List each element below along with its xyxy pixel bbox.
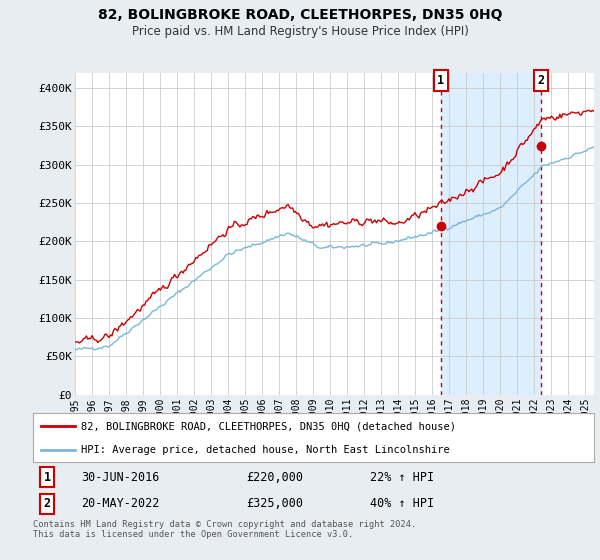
Text: Contains HM Land Registry data © Crown copyright and database right 2024.
This d: Contains HM Land Registry data © Crown c… xyxy=(33,520,416,539)
Text: 2: 2 xyxy=(43,497,50,510)
Text: 20-MAY-2022: 20-MAY-2022 xyxy=(80,497,159,510)
Text: Price paid vs. HM Land Registry's House Price Index (HPI): Price paid vs. HM Land Registry's House … xyxy=(131,25,469,38)
Text: £220,000: £220,000 xyxy=(246,470,303,484)
Text: 2: 2 xyxy=(538,74,544,87)
Bar xyxy=(441,73,541,395)
Text: 82, BOLINGBROKE ROAD, CLEETHORPES, DN35 0HQ (detached house): 82, BOLINGBROKE ROAD, CLEETHORPES, DN35 … xyxy=(80,421,455,431)
Text: 30-JUN-2016: 30-JUN-2016 xyxy=(80,470,159,484)
Text: 82, BOLINGBROKE ROAD, CLEETHORPES, DN35 0HQ: 82, BOLINGBROKE ROAD, CLEETHORPES, DN35 … xyxy=(98,8,502,22)
Text: 40% ↑ HPI: 40% ↑ HPI xyxy=(370,497,434,510)
Text: 22% ↑ HPI: 22% ↑ HPI xyxy=(370,470,434,484)
Text: 1: 1 xyxy=(43,470,50,484)
Text: 1: 1 xyxy=(437,74,445,87)
Text: HPI: Average price, detached house, North East Lincolnshire: HPI: Average price, detached house, Nort… xyxy=(80,445,449,455)
Text: £325,000: £325,000 xyxy=(246,497,303,510)
